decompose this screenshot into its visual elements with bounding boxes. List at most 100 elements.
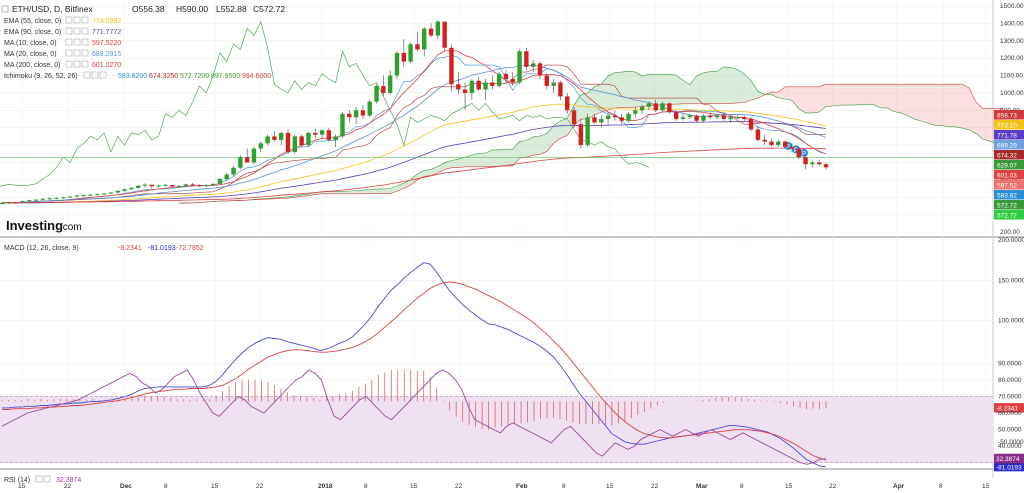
time-tick-label: 2018 [318, 483, 333, 490]
price-tag-label: 689.29 [997, 143, 1017, 150]
settings-gear-icon[interactable] [35, 475, 43, 483]
candle [571, 106, 577, 128]
ichimoku-cloud-segment [642, 74, 649, 107]
legend-control-icon[interactable] [91, 71, 99, 79]
ichimoku-cloud-segment [580, 92, 588, 120]
ichimoku-cloud-segment [628, 71, 636, 108]
candle [558, 80, 563, 100]
legend-control-icon[interactable] [73, 16, 81, 24]
candle [224, 172, 229, 181]
ichimoku-cloud-segment [894, 84, 901, 114]
candle [503, 70, 509, 85]
collapse-toggle[interactable] [1, 5, 9, 13]
price-tick-label: 1500.00 [1000, 3, 1024, 10]
ichimoku-cloud-segment [328, 191, 336, 194]
ichimoku-cloud-segment [921, 84, 929, 124]
candle [13, 201, 18, 204]
candle [61, 196, 66, 199]
candle [708, 112, 713, 119]
candle [435, 19, 441, 40]
legend-control-icon[interactable] [73, 38, 81, 46]
time-tick-label: 8 [164, 483, 168, 490]
legend-label: MA (20, close, 0) [4, 51, 57, 58]
candle [81, 194, 86, 197]
candle [510, 72, 515, 86]
rsi-tick-label: 40.0000 [998, 443, 1022, 450]
legend-label: MA (200, close, 0) [4, 62, 60, 69]
candle-body [708, 115, 713, 118]
legend-control-icon[interactable] [81, 60, 89, 68]
ichimoku-cloud-segment [812, 86, 820, 113]
candle-body [279, 132, 284, 140]
legend-control-icon[interactable] [73, 60, 81, 68]
ichimoku-cloud-segment [458, 157, 466, 168]
macd-tag: -8.2341 [994, 403, 1024, 413]
candle-body [776, 141, 781, 146]
legend-control-icon[interactable] [65, 16, 73, 24]
price-tag-label: 771.78 [997, 133, 1017, 140]
candle [810, 160, 815, 168]
legend-control-icon[interactable] [73, 49, 81, 57]
candle [374, 84, 379, 104]
candle-body [782, 141, 788, 147]
symbol-title: ETH/USD, D, Bitfinex [12, 4, 94, 14]
candle-body [224, 174, 229, 179]
legend-control-icon[interactable] [81, 16, 89, 24]
price-tag-bg [994, 180, 1024, 190]
pivot-marker-label: P [794, 148, 798, 154]
price-tick-label: 1100.00 [1000, 73, 1023, 80]
legend-control-icon[interactable] [65, 60, 73, 68]
candle [721, 113, 727, 121]
legend-control-icon[interactable] [81, 38, 89, 46]
time-tick-label: Apr [893, 483, 905, 490]
price-tag-label: 597.52 [997, 183, 1017, 190]
candle [136, 185, 141, 189]
candle-body [639, 106, 645, 111]
close-icon[interactable] [43, 475, 51, 483]
legend-control-icon[interactable] [81, 49, 89, 57]
candle-body [742, 117, 747, 119]
candle [353, 106, 359, 125]
candle-body [442, 21, 447, 48]
legend-value: 601.0270 [92, 62, 121, 69]
legend-row: EMA (90, close, 0) 771.7772 [4, 27, 121, 36]
ichimoku-cloud-segment [819, 84, 826, 113]
ichimoku-cloud-segment [308, 192, 316, 196]
candle [619, 113, 624, 125]
rsi-tick-label: 90.0000 [998, 360, 1022, 367]
candle [592, 113, 597, 125]
candle [544, 73, 549, 90]
legend-control-icon[interactable] [65, 27, 73, 35]
legend-control-icon[interactable] [83, 71, 91, 79]
candle-body [81, 195, 86, 197]
candle-body [599, 119, 604, 123]
ichimoku-cloud-segment [744, 73, 752, 103]
legend-control-icon[interactable] [99, 71, 107, 79]
rsi-line [1, 369, 827, 465]
candle-body [20, 201, 25, 203]
candle-body [272, 136, 277, 140]
legend-control-icon[interactable] [65, 49, 73, 57]
candle-body [163, 184, 168, 186]
candle [462, 82, 468, 111]
pivot-marker-label: P [786, 144, 790, 150]
pivot-marker[interactable]: P [800, 148, 808, 158]
candle-body [673, 112, 679, 119]
candle [381, 75, 386, 97]
macd-tag: -81.0193 [994, 461, 1024, 472]
candle-body [33, 199, 39, 201]
price-tag: 572.72 [994, 210, 1024, 220]
ichimoku-cloud-segment [853, 84, 861, 106]
candle-body [551, 82, 556, 86]
candle [115, 190, 120, 194]
candle-body [571, 110, 577, 125]
candle-body [387, 75, 393, 93]
legend-control-icon[interactable] [65, 38, 73, 46]
legend-control-icon[interactable] [81, 27, 89, 35]
legend-control-icon[interactable] [73, 27, 81, 35]
candle-body [449, 47, 454, 85]
time-tick-label: 15 [785, 483, 793, 490]
candle-body [714, 115, 720, 118]
candle [319, 129, 325, 139]
